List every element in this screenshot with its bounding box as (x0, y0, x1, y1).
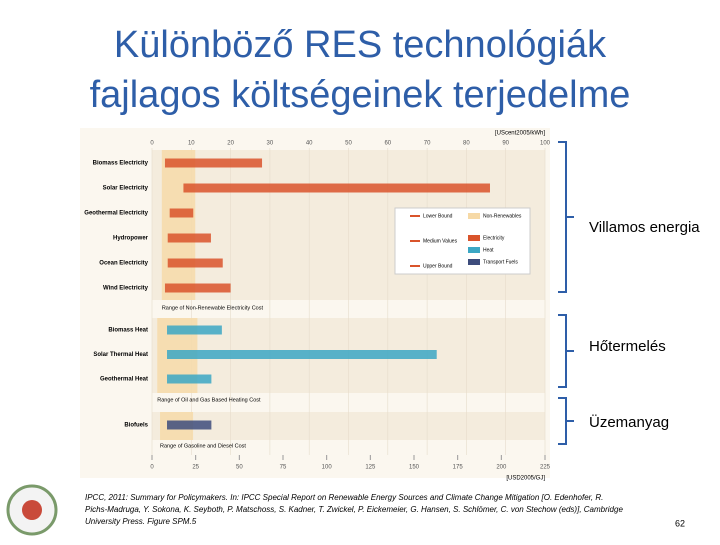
x2-tick-label: 125 (365, 465, 376, 471)
x-tick-label: 80 (463, 141, 470, 147)
page-number: 62 (675, 518, 685, 528)
x2-axis-label: [USD2005/GJ] (506, 476, 545, 482)
category-label: Geothermal Heat (100, 377, 148, 383)
x-tick-label: 50 (345, 141, 352, 147)
range-bar (167, 258, 223, 268)
category-label: Geothermal Electricity (84, 211, 148, 217)
reference-label: Range of Oil and Gas Based Heating Cost (157, 397, 261, 403)
citation: Pichs-Madruga, Y. Sokona, K. Seyboth, P.… (85, 505, 623, 514)
title-line: fajlagos költségeinek terjedelme (90, 74, 631, 116)
category-label: Biomass Heat (108, 328, 148, 334)
legend-text: Electricity (483, 235, 505, 241)
x-tick-label: 70 (424, 141, 431, 147)
side-label: Hőtermelés (589, 338, 666, 355)
x2-tick-label: 175 (453, 465, 464, 471)
category-label: Hydropower (113, 236, 149, 242)
x2-tick-label: 100 (322, 465, 333, 471)
bracket (558, 397, 574, 445)
x2-tick-label: 225 (540, 465, 551, 471)
x-tick-label: 40 (306, 141, 313, 147)
title-line: Különböző RES technológiák (114, 24, 607, 66)
range-bar (169, 208, 194, 218)
range-bar (167, 233, 211, 243)
legend-swatch (468, 213, 480, 219)
legend-text: Upper Bound (423, 263, 453, 269)
side-label: Villamos energia (589, 219, 700, 236)
category-label: Biofuels (124, 423, 148, 429)
x-tick-label: 20 (227, 141, 234, 147)
x2-tick-label: 0 (150, 465, 154, 471)
range-bar (167, 420, 212, 430)
citation: IPCC, 2011: Summary for Policymakers. In… (85, 493, 603, 502)
x2-tick-label: 50 (236, 465, 243, 471)
citation: University Press. Figure SPM.5 (85, 517, 197, 526)
category-label: Solar Electricity (103, 186, 149, 192)
x-tick-label: 0 (150, 141, 154, 147)
legend-text: Lower Bound (423, 213, 453, 219)
legend-text: Transport Fuels (483, 259, 518, 265)
x-tick-label: 30 (267, 141, 274, 147)
range-bar (167, 374, 212, 384)
range-bar (167, 350, 437, 359)
x-tick-label: 60 (384, 141, 391, 147)
range-bar (183, 183, 490, 193)
legend-swatch (468, 259, 480, 265)
x2-tick-label: 25 (192, 465, 199, 471)
bracket (558, 314, 574, 388)
legend-text: Medium Values (423, 238, 458, 244)
x-tick-label: 10 (188, 141, 195, 147)
category-label: Biomass Electricity (93, 161, 149, 167)
side-label: Üzemanyag (589, 413, 669, 431)
bracket (558, 141, 574, 293)
x-tick-label: 90 (502, 141, 509, 147)
reference-label: Range of Non-Renewable Electricity Cost (162, 305, 264, 311)
x2-tick-label: 75 (280, 465, 287, 471)
range-bar (164, 283, 231, 293)
category-label: Wind Electricity (103, 286, 149, 292)
range-bar (167, 325, 222, 335)
category-label: Ocean Electricity (99, 261, 148, 267)
x-tick-label: 100 (540, 141, 551, 147)
legend-text: Heat (483, 247, 494, 253)
legend-text: Non-Renewables (483, 213, 522, 219)
legend-swatch (468, 247, 480, 253)
reference-range (161, 150, 196, 300)
category-label: Solar Thermal Heat (93, 352, 148, 358)
reference-label: Range of Gasoline and Diesel Cost (160, 443, 246, 449)
logo (22, 500, 42, 520)
x-axis-label: [UScent2005/kWh] (495, 131, 545, 137)
x2-tick-label: 150 (409, 465, 420, 471)
legend-swatch (468, 235, 480, 241)
range-bar (164, 158, 263, 168)
x2-tick-label: 200 (496, 465, 507, 471)
